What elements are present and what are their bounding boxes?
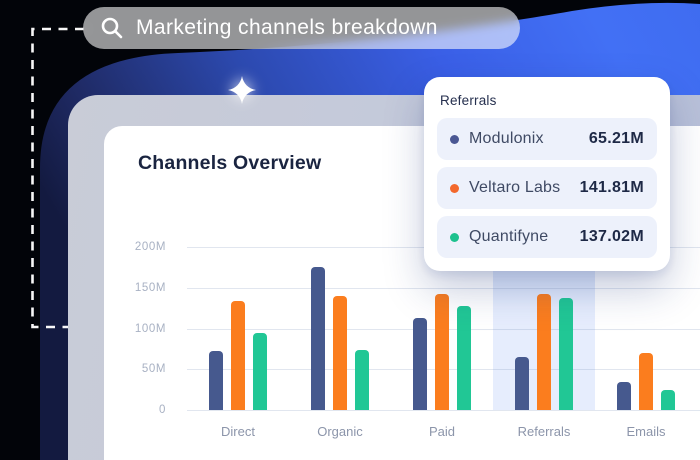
bar-group-direct[interactable] <box>187 247 289 410</box>
tooltip-row: Modulonix 65.21M <box>437 118 657 160</box>
bar-veltaro-labs[interactable] <box>231 300 245 410</box>
bar-quantifyne[interactable] <box>559 298 573 410</box>
bar-group-referrals[interactable] <box>493 247 595 410</box>
bar-modulonix[interactable] <box>413 317 427 410</box>
x-tick-label: Emails <box>626 424 666 439</box>
x-tick-label: Direct <box>221 424 255 439</box>
series-dot-icon <box>450 183 459 193</box>
search-icon <box>101 17 123 39</box>
series-value: 141.81M <box>579 179 644 196</box>
bar-quantifyne[interactable] <box>253 333 267 410</box>
bar-veltaro-labs[interactable] <box>333 295 347 410</box>
y-tick-label: 200M <box>134 241 166 253</box>
tooltip-rows: Modulonix 65.21M Veltaro Labs 141.81M Quanti… <box>437 118 657 258</box>
y-tick-label: 150M <box>134 281 166 294</box>
series-dot-icon <box>450 134 459 144</box>
tooltip-row: Veltaro Labs 141.81M <box>437 167 657 209</box>
plot-area <box>187 236 700 411</box>
bar-modulonix[interactable] <box>617 382 631 410</box>
bar-quantifyne[interactable] <box>661 389 675 410</box>
chart-tooltip: Referrals Modulonix 65.21M Veltaro Labs 141… <box>424 77 670 271</box>
bar-modulonix[interactable] <box>515 356 529 410</box>
series-name: Quantifyne <box>469 228 549 245</box>
x-tick-label: Paid <box>428 424 456 439</box>
bar-group-organic[interactable] <box>289 247 391 410</box>
y-axis-labels: 200M 150M 100M 50M 0 <box>104 241 166 416</box>
y-tick-label: 100M <box>134 322 166 335</box>
y-tick-label: 50M <box>141 363 166 376</box>
search-query-text: Marketing channels breakdown <box>136 16 438 39</box>
gridline <box>187 287 700 289</box>
bar-quantifyne[interactable] <box>355 349 369 410</box>
x-tick-label: Organic <box>317 424 363 439</box>
x-axis-labels: Direct Organic Paid Referrals Emails <box>187 424 697 439</box>
tooltip-title: Referrals <box>440 93 497 108</box>
bar-veltaro-labs[interactable] <box>537 294 551 410</box>
bar-groups <box>187 247 697 410</box>
bar-quantifyne[interactable] <box>457 305 471 410</box>
search-pill[interactable]: Marketing channels breakdown <box>83 7 520 49</box>
series-name: Veltaro Labs <box>469 179 561 196</box>
bar-group-emails[interactable] <box>595 247 697 410</box>
bar-veltaro-labs[interactable] <box>639 352 653 410</box>
bar-modulonix[interactable] <box>311 267 325 410</box>
bar-veltaro-labs[interactable] <box>435 294 449 410</box>
bar-modulonix[interactable] <box>209 350 223 410</box>
dashboard-card: Channels Overview 200M 150M 100M 50M 0 Direc… <box>104 126 700 460</box>
sparkle-icon <box>228 76 256 104</box>
x-tick-label: Referrals <box>517 424 571 439</box>
gridline <box>187 410 700 411</box>
bar-group-paid[interactable] <box>391 247 493 410</box>
dashed-selection-bracket <box>31 27 84 329</box>
grouped-bar-chart: 200M 150M 100M 50M 0 Direct Organic Paid Referr… <box>104 126 700 460</box>
y-tick-label: 0 <box>159 404 166 416</box>
tooltip-row: Quantifyne 137.02M <box>437 216 657 258</box>
series-name: Modulonix <box>469 130 544 147</box>
series-value: 137.02M <box>579 228 644 245</box>
series-value: 65.21M <box>588 130 644 147</box>
chart-title: Channels Overview <box>138 152 322 174</box>
series-dot-icon <box>450 232 459 242</box>
